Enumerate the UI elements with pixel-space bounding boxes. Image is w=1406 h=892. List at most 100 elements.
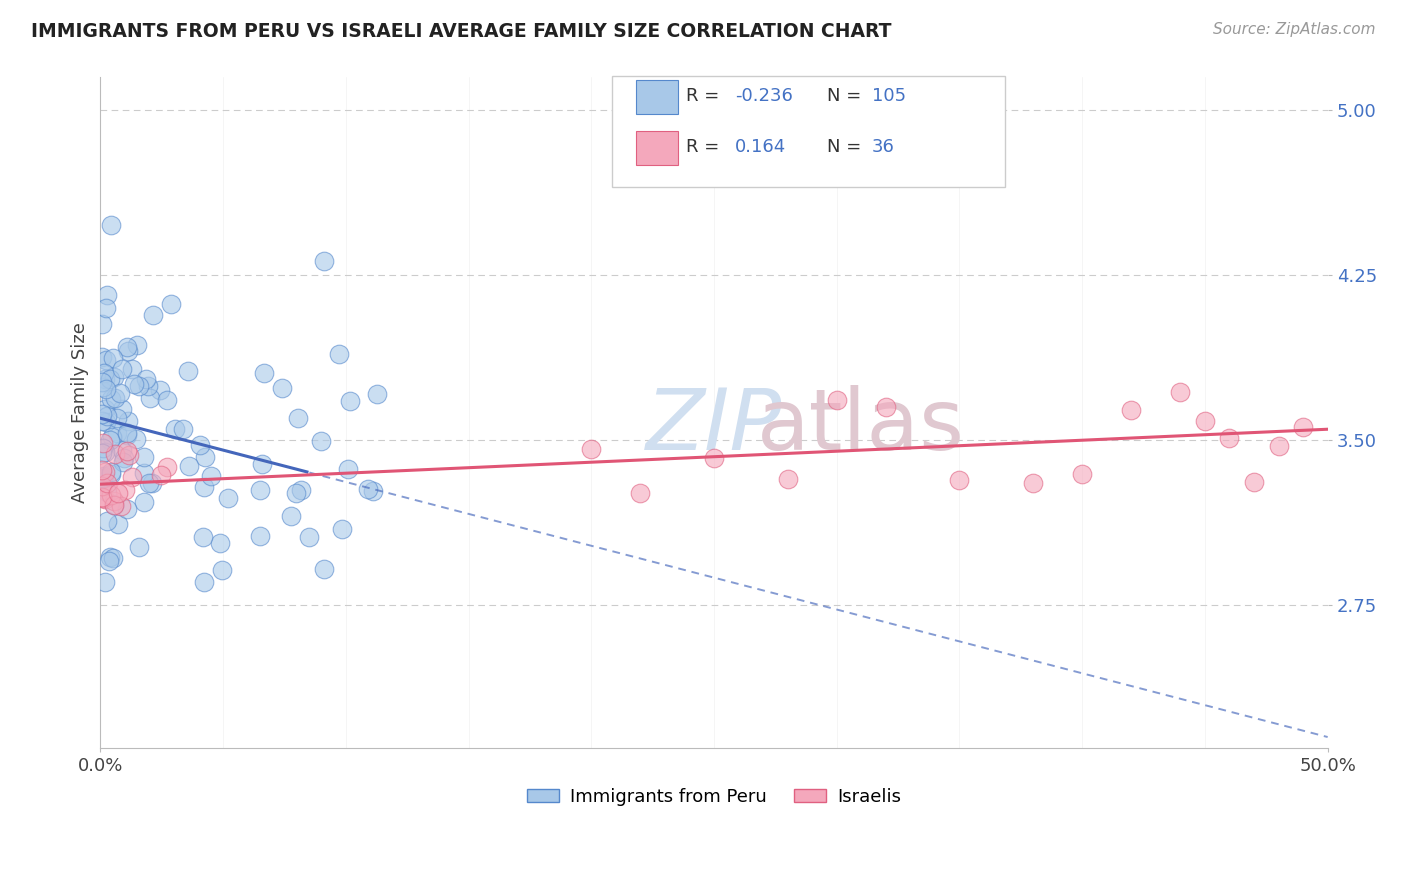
Point [1218, 432, 1240, 446]
Point [825, 392, 848, 407]
Point [252, 457, 274, 471]
Point [94, 372, 117, 386]
Point [139, 391, 162, 405]
Point [1267, 439, 1289, 453]
Point [117, 343, 139, 358]
Point [103, 498, 125, 512]
Point [112, 450, 135, 465]
Point [91, 351, 114, 365]
Point [776, 472, 799, 486]
Point [284, 485, 307, 500]
Point [112, 455, 135, 469]
Point [96, 301, 118, 315]
Point [249, 483, 271, 498]
Point [1170, 384, 1192, 399]
Point [100, 549, 122, 564]
Point [94, 382, 117, 396]
Point [91, 471, 114, 485]
Point [90, 407, 112, 421]
Point [94, 492, 117, 507]
Point [93, 465, 115, 479]
Point [107, 425, 129, 440]
Point [110, 499, 132, 513]
Point [93, 366, 115, 380]
Point [193, 480, 215, 494]
Point [91, 441, 114, 455]
Point [91, 380, 114, 394]
Point [124, 377, 146, 392]
Point [117, 501, 139, 516]
Point [136, 379, 159, 393]
Point [312, 253, 335, 268]
Point [271, 381, 294, 395]
Point [1071, 467, 1094, 481]
Point [628, 485, 651, 500]
Point [249, 528, 271, 542]
Point [98, 433, 121, 447]
Point [194, 450, 217, 464]
Text: atlas: atlas [758, 384, 966, 467]
Point [91, 414, 114, 428]
Point [105, 411, 128, 425]
Point [90, 375, 112, 389]
Point [100, 467, 122, 481]
Text: -0.236: -0.236 [735, 87, 793, 105]
Point [309, 434, 332, 448]
Point [103, 370, 125, 384]
Point [110, 362, 132, 376]
Point [200, 468, 222, 483]
Point [328, 347, 350, 361]
Point [96, 352, 118, 367]
Point [252, 366, 274, 380]
Point [90, 491, 112, 505]
Point [98, 372, 121, 386]
Point [138, 475, 160, 490]
Point [96, 475, 118, 490]
Point [100, 392, 122, 406]
Point [96, 409, 118, 424]
Point [128, 541, 150, 555]
Point [91, 436, 114, 450]
Point [96, 514, 118, 528]
Point [90, 463, 112, 477]
Point [96, 415, 118, 429]
Point [287, 410, 309, 425]
Point [128, 378, 150, 392]
Point [165, 422, 187, 436]
Point [125, 432, 148, 446]
Text: N =: N = [827, 87, 860, 105]
Point [193, 530, 215, 544]
Point [103, 550, 125, 565]
Point [156, 392, 179, 407]
Point [121, 469, 143, 483]
Point [103, 351, 125, 365]
Point [100, 218, 122, 232]
Point [117, 414, 139, 428]
Point [107, 517, 129, 532]
Point [107, 486, 129, 500]
Text: Source: ZipAtlas.com: Source: ZipAtlas.com [1212, 22, 1375, 37]
Point [312, 562, 335, 576]
Point [104, 392, 127, 406]
Point [141, 476, 163, 491]
Point [1243, 475, 1265, 489]
Point [115, 341, 138, 355]
Point [94, 444, 117, 458]
Point [366, 387, 388, 401]
Point [142, 308, 165, 322]
Point [948, 473, 970, 487]
Point [110, 386, 132, 401]
Point [280, 509, 302, 524]
Text: R =: R = [686, 138, 720, 156]
Point [111, 443, 134, 458]
Point [1194, 415, 1216, 429]
Point [132, 494, 155, 508]
Point [188, 438, 211, 452]
Point [104, 446, 127, 460]
Point [156, 460, 179, 475]
Point [298, 530, 321, 544]
Point [125, 338, 148, 352]
Point [90, 446, 112, 460]
Y-axis label: Average Family Size: Average Family Size [72, 322, 89, 503]
Point [100, 466, 122, 480]
